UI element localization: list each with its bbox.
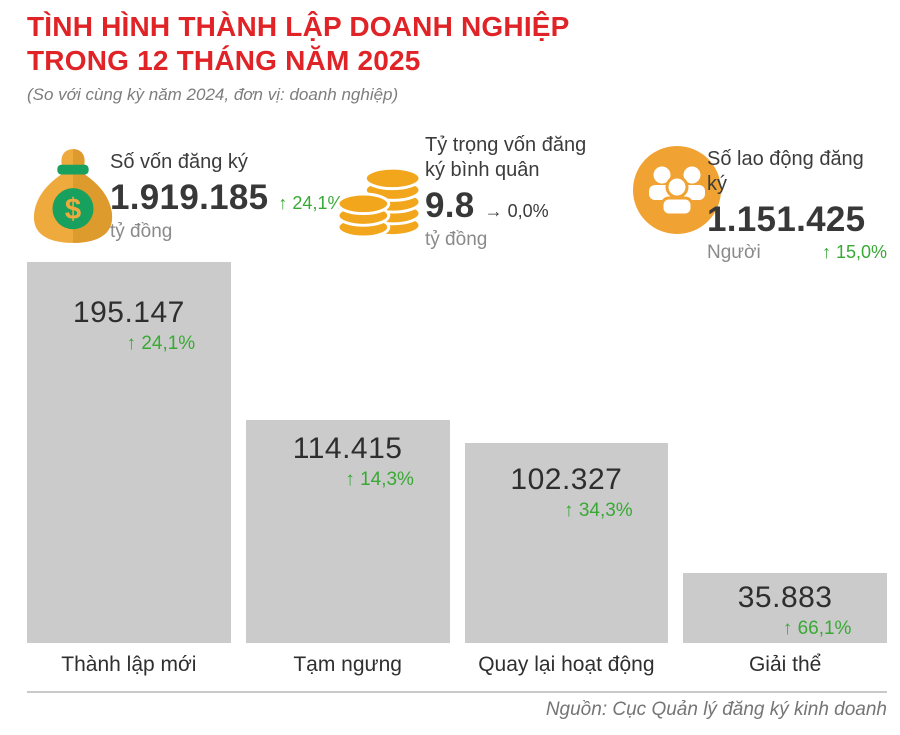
bar-3: 102.327 ↑ 34,3% — [464, 443, 669, 643]
bar-column: 102.327 ↑ 34,3% — [464, 262, 669, 643]
bar-1: 195.147 ↑ 24,1% — [27, 262, 231, 643]
right-arrow-icon: → — [484, 201, 503, 221]
stat-capital-value-row: 1.919.185 ↑ 24,1% — [110, 178, 343, 218]
coins-icon — [336, 150, 422, 245]
bar-2: 114.415 ↑ 14,3% — [245, 420, 450, 643]
stat-average-value: 9.8 — [425, 186, 475, 225]
stat-average-change: → 0,0% — [484, 201, 549, 221]
bar-value: 102.327 — [510, 463, 623, 496]
page-subtitle: (So với cùng kỳ năm 2024, đơn vị: doanh … — [27, 85, 399, 104]
page-title-line2: TRONG 12 THÁNG NĂM 2025 — [27, 45, 421, 76]
bar-value: 35.883 — [737, 581, 833, 614]
horizontal-divider — [27, 691, 887, 693]
stat-capital-change: ↑ 24,1% — [278, 193, 344, 213]
bar-4: 35.883 ↑ 66,1% — [683, 573, 887, 643]
stat-labor: Số lao động đăng ký 1.151.425 Người ↑ 15… — [707, 147, 887, 264]
stat-labor-under-row: Người ↑ 15,0% — [707, 242, 887, 264]
bar-column: 35.883 ↑ 66,1% — [683, 262, 887, 643]
stat-average-capital: Tỷ trọng vốn đăng ký bình quân 9.8 → 0,0… — [425, 133, 586, 251]
bar-value: 195.147 — [72, 296, 185, 329]
bar-change: ↑ 14,3% — [345, 469, 414, 490]
stat-average-label: Tỷ trọng vốn đăng ký bình quân — [425, 134, 587, 181]
page-title: TÌNH HÌNH THÀNH LẬP DOANH NGHIỆP TRONG 1… — [27, 10, 727, 78]
stat-labor-value-row: 1.151.425 — [707, 200, 887, 240]
stat-labor-value: 1.151.425 — [707, 200, 866, 239]
stat-labor-label: Số lao động đăng ký — [707, 148, 864, 195]
bar-change: ↑ 66,1% — [782, 618, 852, 639]
stat-capital-unit: tỷ đồng — [110, 221, 173, 242]
money-bag-icon: $ — [30, 146, 116, 251]
page-title-line1: TÌNH HÌNH THÀNH LẬP DOANH NGHIỆP — [27, 11, 570, 42]
source-note: Nguồn: Cục Quản lý đăng ký kinh doanh — [545, 699, 887, 720]
category-labels: Thành lập mới Tạm ngưng Quay lại hoạt động… — [27, 653, 887, 677]
up-arrow-icon: ↑ — [821, 242, 831, 262]
stat-capital-value: 1.919.185 — [110, 178, 269, 217]
bar-category-label: Tạm ngưng — [293, 653, 402, 676]
svg-text:$: $ — [65, 193, 81, 226]
stat-average-value-row: 9.8 → 0,0% — [425, 186, 586, 226]
bar-category-label: Quay lại hoạt động — [478, 653, 655, 676]
bar-change: ↑ 34,3% — [564, 500, 633, 521]
bar-chart: 195.147 ↑ 24,1% 114.415 ↑ 14,3% 102.327 ↑ 34,… — [27, 262, 887, 643]
people-icon — [633, 146, 721, 239]
bar-category-label: Giải thể — [748, 653, 822, 676]
bar-category-label: Thành lập mới — [61, 653, 197, 676]
up-arrow-icon: ↑ — [278, 193, 288, 213]
bar-column: 114.415 ↑ 14,3% — [245, 262, 450, 643]
stat-labor-unit: Người — [707, 242, 761, 263]
bar-change: ↑ 24,1% — [126, 333, 196, 354]
stat-capital-label: Số vốn đăng ký — [110, 151, 248, 173]
stat-labor-change: ↑ 15,0% — [821, 242, 887, 262]
bar-value: 114.415 — [292, 432, 403, 465]
stat-registered-capital: Số vốn đăng ký 1.919.185 ↑ 24,1% tỷ đồng — [110, 150, 343, 243]
bar-column: 195.147 ↑ 24,1% — [27, 262, 231, 643]
stat-average-unit: tỷ đồng — [425, 229, 488, 250]
